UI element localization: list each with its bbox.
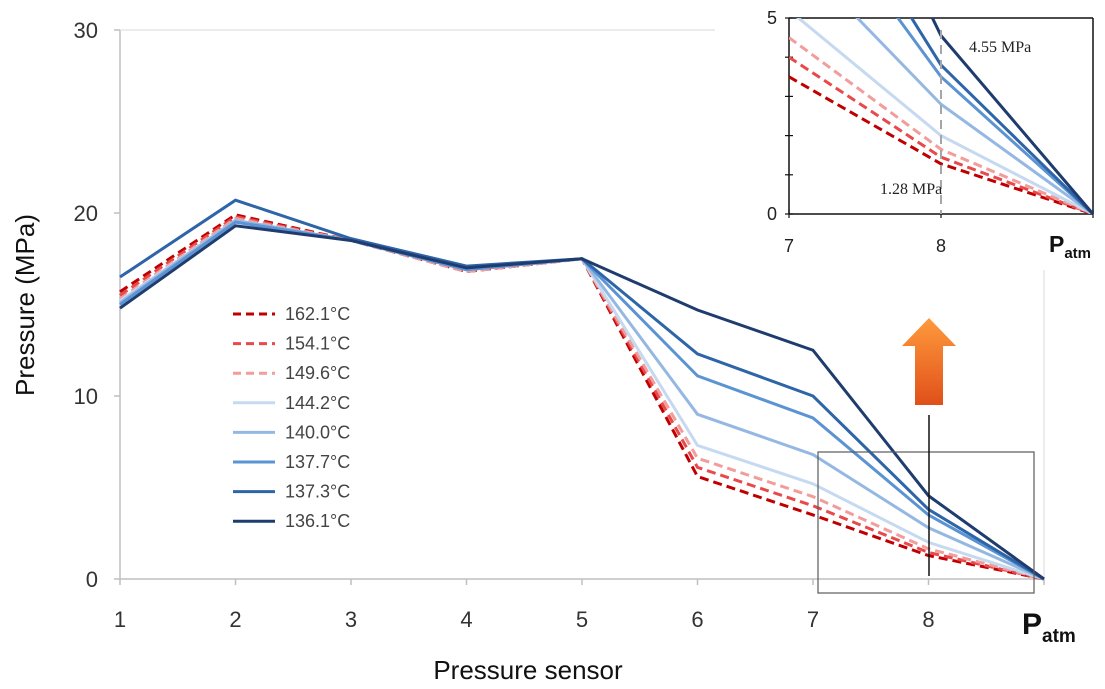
inset-annotation-low: 1.28 MPa [880, 181, 942, 198]
x-tick-label: 7 [807, 607, 819, 632]
legend-label: 154.1°C [285, 334, 350, 354]
series-line-3 [119, 218, 1045, 581]
inset-x-tick-label: 8 [936, 236, 946, 256]
legend: 162.1°C 154.1°C 149.6°C 144.2°C 140.0°C 137.7… [233, 304, 350, 531]
series-line-1 [119, 215, 1045, 581]
x-tick-label: 2 [229, 607, 241, 632]
y-axis-title: Pressure (MPa) [10, 214, 40, 396]
legend-label: 144.2°C [285, 393, 350, 413]
series-line-4 [119, 218, 1045, 581]
patm-letter: P [1022, 608, 1042, 641]
legend-label: 137.3°C [285, 482, 350, 502]
patm-subscript: atm [1042, 626, 1076, 647]
legend-label: 162.1°C [285, 304, 350, 324]
inset-x-tick-label: 7 [784, 236, 794, 256]
series-line-5 [119, 220, 1045, 581]
legend-label: 140.0°C [285, 422, 350, 442]
legend-label: 137.7°C [285, 452, 350, 472]
x-tick-label: 3 [345, 607, 357, 632]
legend-label: 149.6°C [285, 363, 350, 383]
inset-patm-letter: P [1049, 231, 1064, 257]
series-lines [119, 198, 1045, 581]
inset-series-line-0 [789, 75, 1093, 214]
x-tick-label: 1 [114, 607, 126, 632]
x-tick-label-patm: Patm [1022, 608, 1076, 647]
x-tick-label: 5 [576, 607, 588, 632]
inset-y-tick-label: 5 [767, 8, 777, 28]
x-tick-label: 6 [691, 607, 703, 632]
series-line-7 [119, 224, 1045, 581]
inset-annotation-high: 4.55 MPa [969, 39, 1031, 56]
zoom-box [817, 451, 1035, 594]
inset-patm-subscript: atm [1064, 245, 1091, 262]
inset-series-line-1 [789, 55, 1093, 214]
inset-series-line-4 [855, 18, 1093, 214]
zoom-arrow-icon [902, 318, 956, 405]
series-line-2 [119, 216, 1045, 581]
x-tick-label: 8 [922, 607, 934, 632]
y-tick-label: 20 [74, 201, 98, 226]
inset-y-tick-label: 0 [767, 204, 777, 224]
x-axis-title: Pressure sensor [433, 655, 623, 685]
x-tick-label: 4 [460, 607, 472, 632]
inset-series-line-2 [789, 36, 1093, 214]
y-ticks: 0 10 20 30 [74, 18, 120, 592]
y-tick-label: 10 [74, 384, 98, 409]
inset-chart: 0 5 7 8 Patm 4.55 MPa 1.28 MPa [715, 0, 1105, 270]
y-tick-label: 30 [74, 18, 98, 43]
inset-x-tick-label-patm: Patm [1049, 231, 1091, 262]
legend-label: 136.1°C [285, 511, 350, 531]
y-tick-label: 0 [86, 567, 98, 592]
inset-ticks: 0 5 7 8 Patm [767, 8, 1094, 262]
x-ticks: 1 2 3 4 5 6 7 8 Patm [114, 579, 1076, 647]
